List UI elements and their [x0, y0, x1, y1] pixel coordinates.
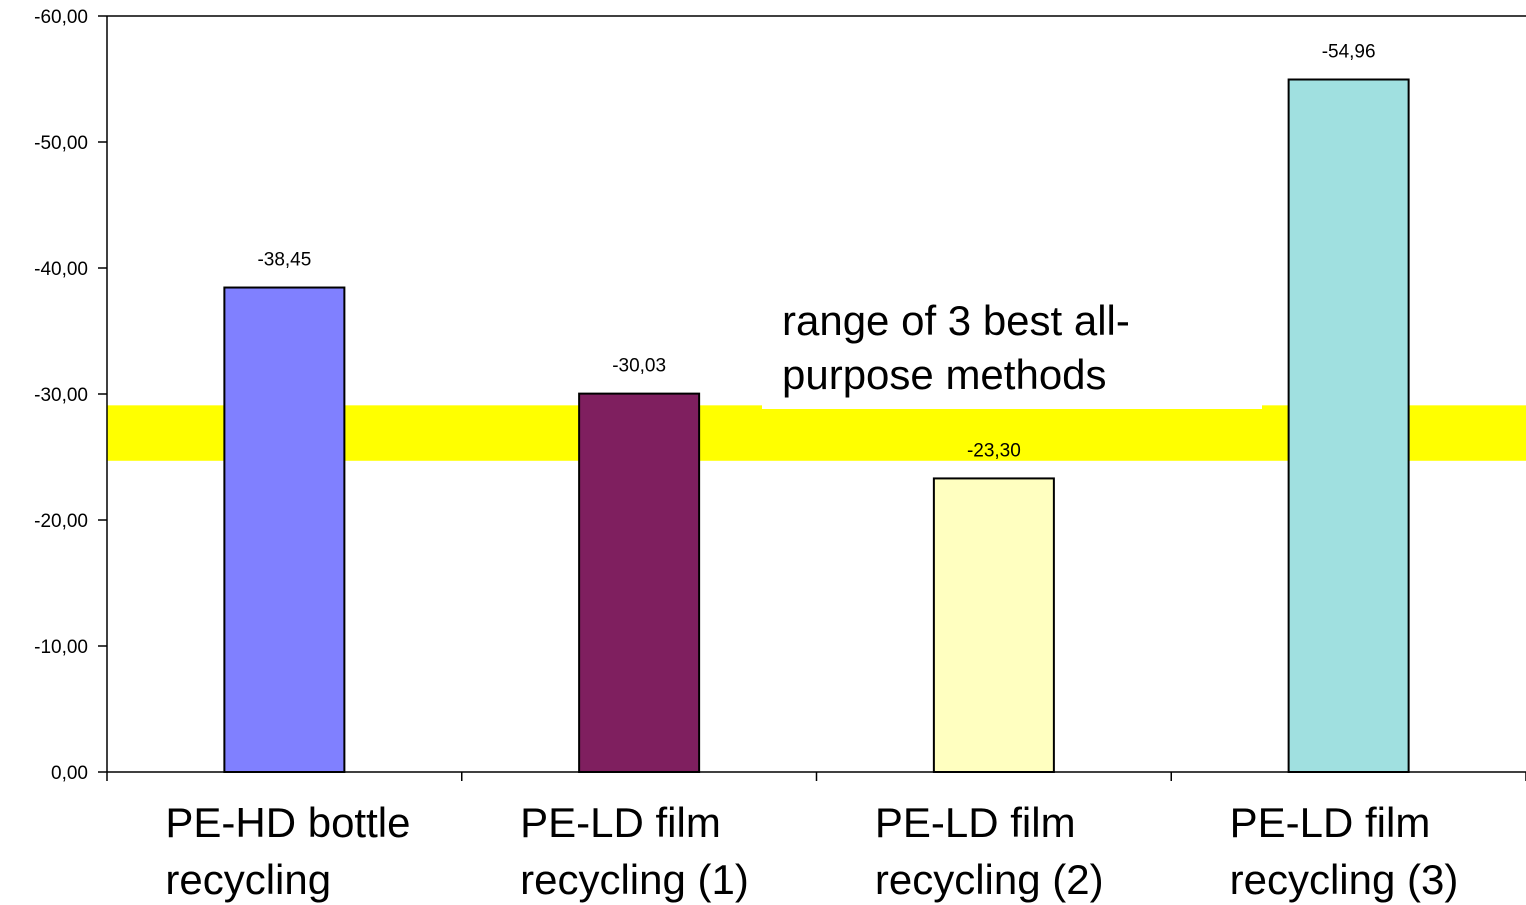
category-label-line: recycling (3)	[1230, 856, 1459, 903]
y-tick-label: -40,00	[34, 259, 88, 280]
category-label-line: PE-LD film	[520, 799, 721, 846]
category-label-line: recycling (1)	[520, 856, 749, 903]
data-label: -54,96	[1322, 42, 1376, 63]
y-tick-label: -20,00	[34, 511, 88, 532]
band-annotation-backing	[762, 290, 1262, 409]
band-annotation-line: purpose methods	[782, 351, 1107, 398]
data-label: -38,45	[257, 250, 311, 271]
category-label-line: recycling	[165, 856, 331, 903]
y-tick-label: -50,00	[34, 133, 88, 154]
y-tick-label: -10,00	[34, 637, 88, 658]
category-label-line: PE-LD film	[1230, 799, 1431, 846]
band-annotation-line: range of 3 best all-	[782, 297, 1130, 344]
bar	[223, 286, 346, 773]
bar	[578, 392, 701, 773]
y-tick-label: -30,00	[34, 385, 88, 406]
data-label: -30,03	[612, 356, 666, 377]
data-label: -23,30	[967, 440, 1021, 461]
bar	[1287, 78, 1410, 773]
category-label-line: PE-HD bottle	[165, 799, 410, 846]
y-tick-label: 0,00	[51, 763, 88, 784]
category-label-line: PE-LD film	[875, 799, 1076, 846]
y-tick-label: -60,00	[34, 7, 88, 28]
category-label-line: recycling (2)	[875, 856, 1104, 903]
bar	[932, 477, 1055, 773]
